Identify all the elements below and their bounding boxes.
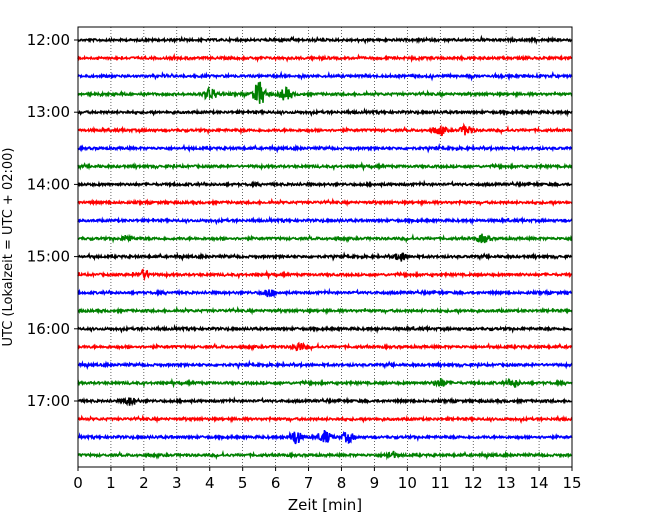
x-tick-label: 14: [530, 474, 549, 492]
trace-1330: [77, 142, 573, 154]
y-tick-label: 13:00: [27, 103, 70, 121]
x-tick-label: 5: [238, 474, 248, 492]
x-tick-label: 0: [73, 474, 83, 492]
trace-1515: [77, 268, 573, 282]
x-tick-label: 2: [139, 474, 149, 492]
trace-1215: [77, 52, 573, 63]
trace-1645: [77, 377, 573, 389]
trace-1345: [77, 161, 573, 172]
trace-1700: [77, 396, 573, 407]
vertical-grid: [110, 27, 540, 467]
y-tick-label: 12:00: [27, 31, 70, 49]
trace-1200: [77, 34, 573, 45]
trace-group: [77, 34, 573, 461]
x-tick-label: 10: [398, 474, 417, 492]
x-tick-label: 11: [431, 474, 450, 492]
x-tick-label: 15: [562, 474, 581, 492]
trace-1745: [77, 449, 573, 461]
trace-1600: [77, 323, 573, 334]
x-tick-label: 9: [370, 474, 380, 492]
trace-1300: [77, 107, 573, 118]
x-tick-label: 6: [271, 474, 281, 492]
y-tick-label: 16:00: [27, 320, 70, 338]
trace-1715: [77, 414, 573, 424]
trace-1730: [77, 430, 573, 445]
trace-1415: [77, 197, 573, 208]
trace-1315: [77, 122, 573, 137]
trace-1500: [77, 251, 573, 262]
trace-1630: [77, 359, 573, 371]
x-tick-label: 7: [304, 474, 314, 492]
x-tick-label: 8: [337, 474, 347, 492]
y-tick-label: 15:00: [27, 248, 70, 266]
trace-1530: [77, 287, 573, 299]
x-tick-label: 12: [464, 474, 483, 492]
trace-1245: [77, 81, 573, 104]
x-tick-label: 13: [497, 474, 516, 492]
trace-1615: [77, 341, 573, 352]
x-tick-label: 4: [205, 474, 215, 492]
x-axis-label: Zeit [min]: [288, 496, 362, 514]
y-tick-label: 14:00: [27, 175, 70, 193]
x-tick-label: 1: [106, 474, 116, 492]
y-axis-label: UTC (Lokalzeit = UTC + 02:00): [1, 148, 16, 347]
x-axis-ticks: 0 1 2 3 4 5 6 7 8 9 10 11 12 13 14 15: [73, 467, 582, 492]
trace-1230: [77, 70, 573, 82]
y-tick-label: 17:00: [27, 392, 70, 410]
trace-1545: [77, 305, 573, 316]
trace-1430: [77, 215, 573, 226]
plot-frame: [77, 26, 573, 468]
y-axis-ticks: 12:00 13:00 14:00 15:00 16:00 17:00: [27, 31, 78, 410]
trace-1400: [77, 179, 573, 189]
trace-1445: [77, 233, 573, 244]
x-tick-label: 3: [172, 474, 182, 492]
